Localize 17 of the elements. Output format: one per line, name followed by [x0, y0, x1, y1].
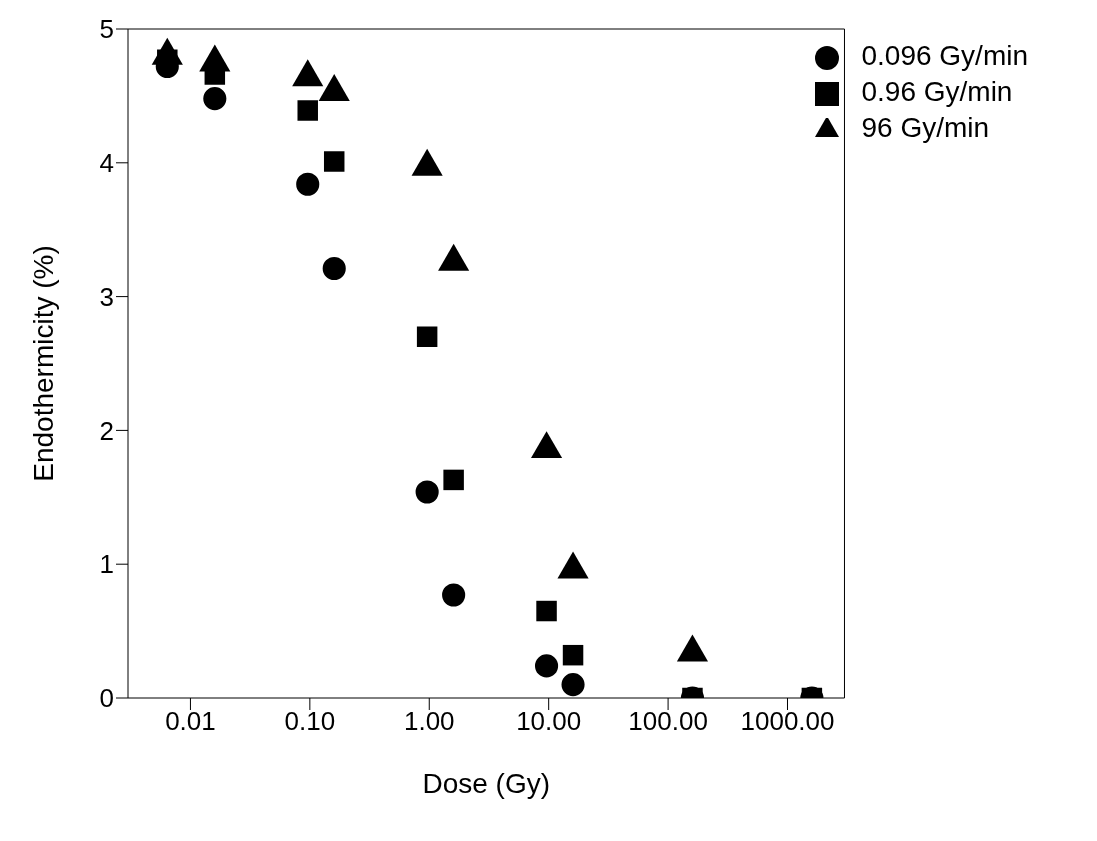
- x-tick-label: 100.00: [628, 706, 708, 737]
- y-tick-label: 0: [99, 683, 114, 714]
- x-axis-title: Dose (Gy): [422, 768, 551, 799]
- y-tick-label: 4: [99, 148, 114, 179]
- y-tick-label: 5: [99, 14, 114, 45]
- legend-label: 96 Gy/min: [861, 112, 990, 143]
- y-tick-label: 3: [99, 281, 114, 312]
- y-axis-title: Endothermicity (%): [27, 245, 59, 482]
- x-tick-label: 10.00: [516, 706, 582, 737]
- x-tick-label: 0.01: [165, 706, 216, 737]
- x-tick-label: 0.10: [284, 706, 336, 737]
- legend-label: 0.96 Gy/min: [861, 76, 1013, 107]
- x-tick-label: 1000.00: [740, 706, 835, 737]
- y-tick-label: 1: [99, 549, 114, 580]
- legend-label: 0.096 Gy/min: [861, 40, 1028, 71]
- x-tick-label: 1.00: [403, 706, 455, 737]
- y-tick-label: 2: [99, 415, 114, 446]
